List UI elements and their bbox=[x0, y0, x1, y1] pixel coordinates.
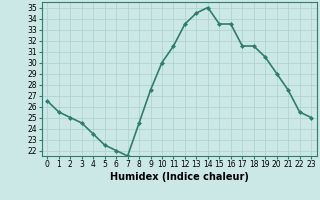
X-axis label: Humidex (Indice chaleur): Humidex (Indice chaleur) bbox=[110, 172, 249, 182]
